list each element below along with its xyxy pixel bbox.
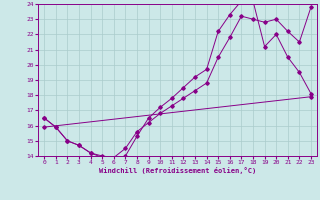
X-axis label: Windchill (Refroidissement éolien,°C): Windchill (Refroidissement éolien,°C) bbox=[99, 167, 256, 174]
